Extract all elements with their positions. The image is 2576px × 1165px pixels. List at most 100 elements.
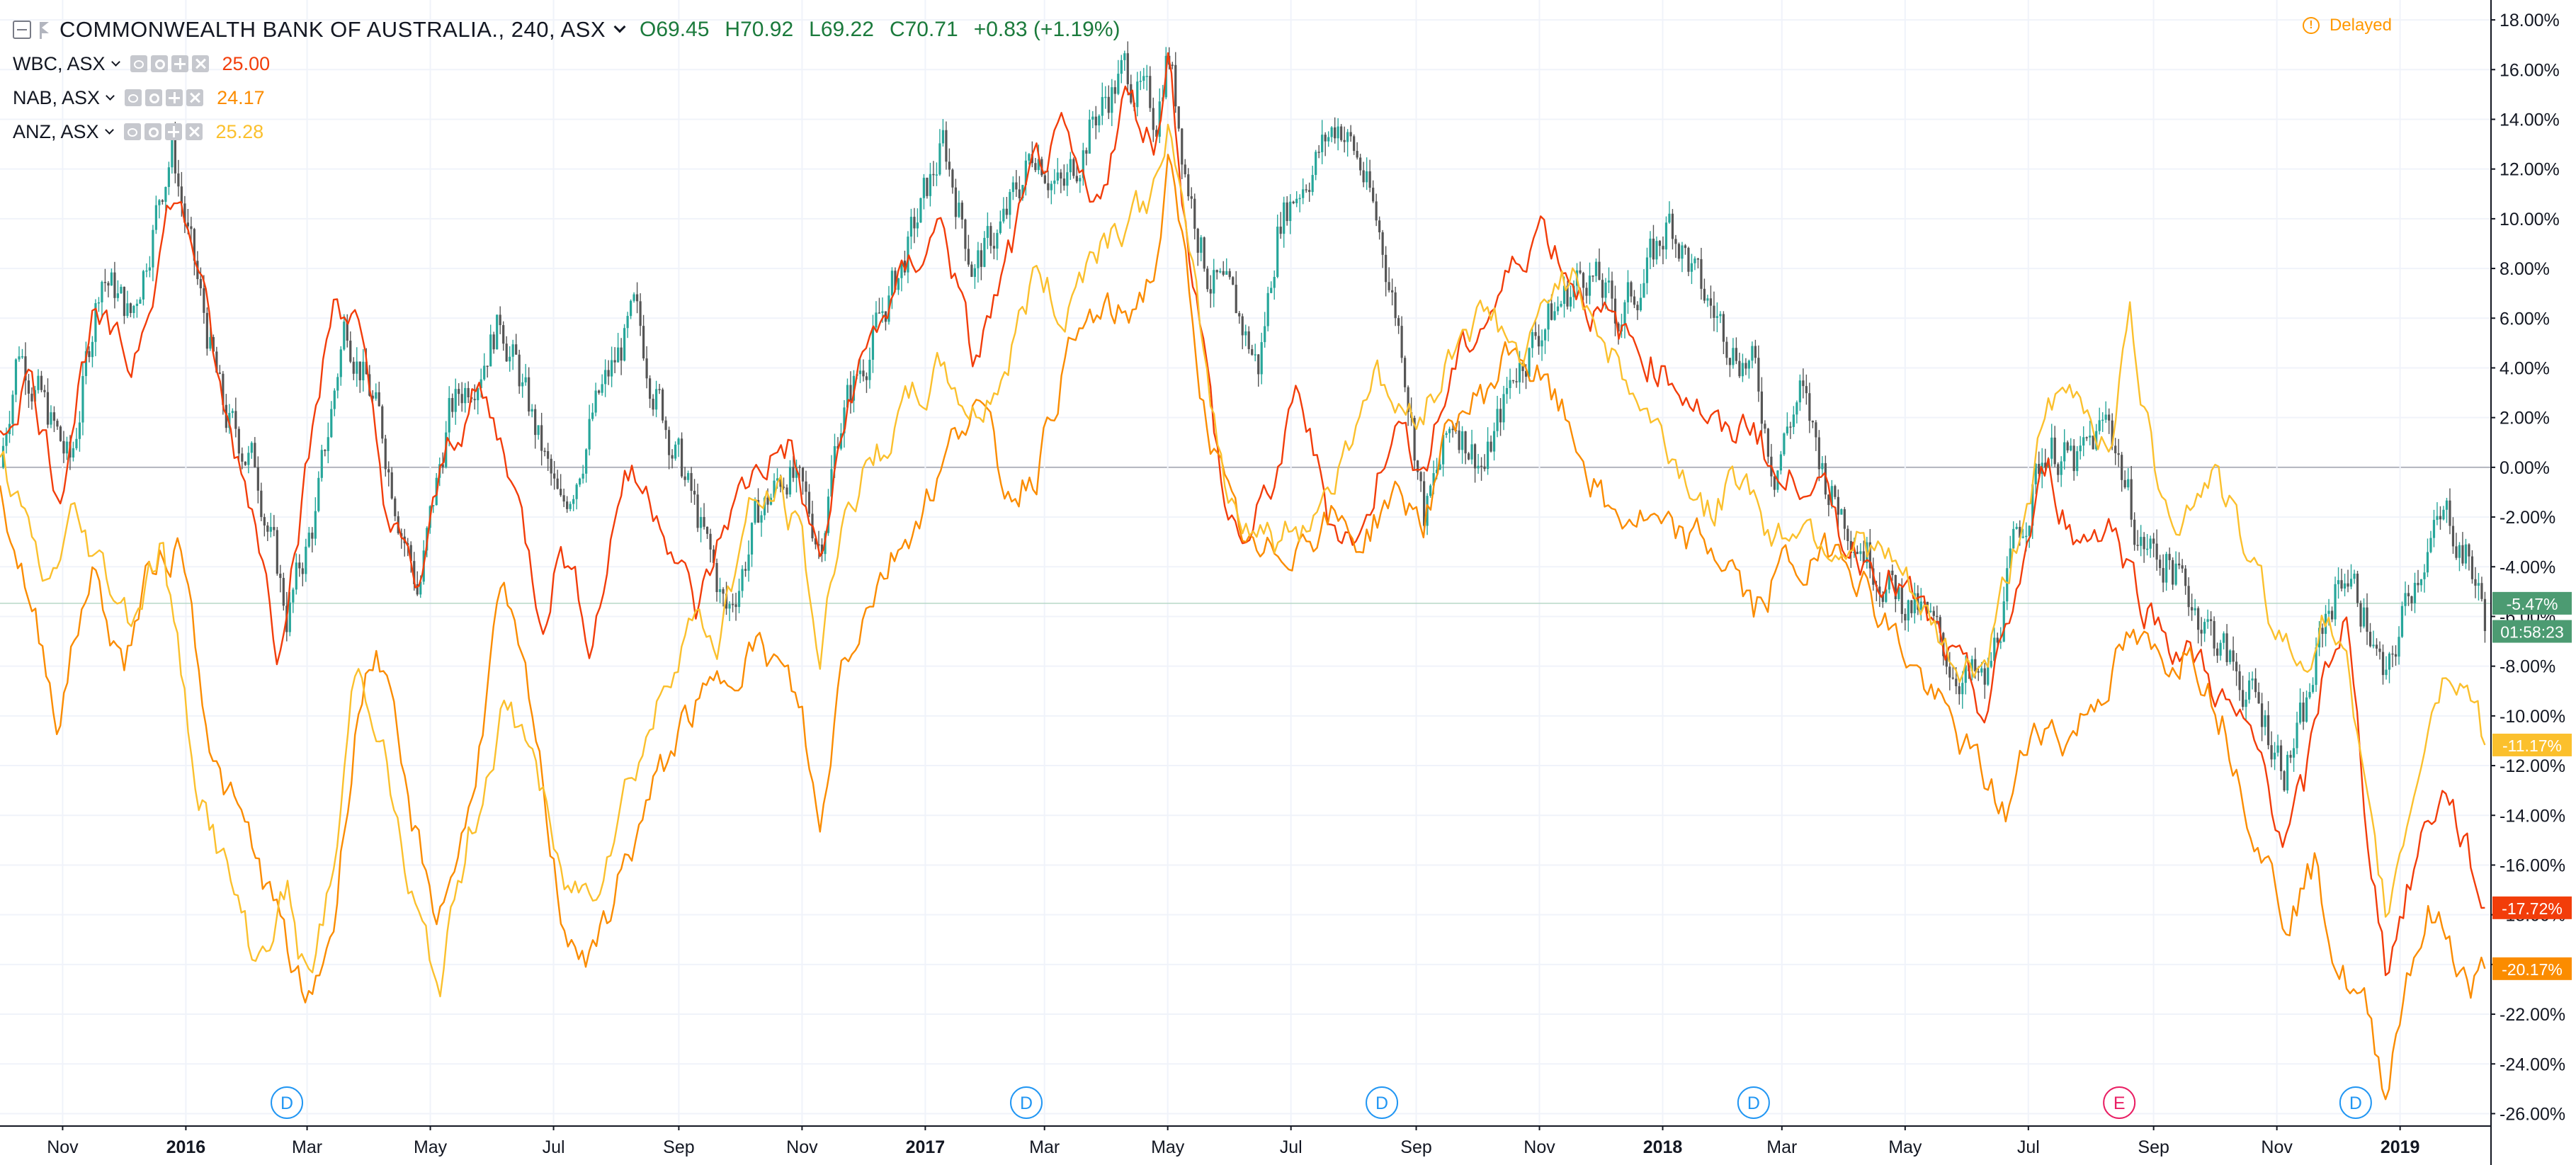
candle-body [954,187,958,217]
eye-icon[interactable] [123,123,141,140]
candle-body [158,200,161,205]
collapse-legend-icon[interactable] [13,21,31,39]
gear-icon[interactable] [144,123,161,140]
candle-body [967,249,970,265]
candle-body [1582,273,1585,288]
candle-body [718,589,722,593]
candle-body [311,533,314,539]
plus-icon[interactable] [166,89,183,106]
candle-body [642,326,645,359]
close-icon[interactable] [186,89,204,106]
candle-body [1417,460,1419,472]
candle-body [973,268,976,277]
candle-body [2146,548,2149,550]
candle-body [1662,246,1664,250]
dividend-marker-circle [1010,1086,1043,1119]
eye-icon[interactable] [125,89,142,106]
chevron-down-icon[interactable] [104,125,114,135]
candle-body [1502,394,1505,423]
candle-body [878,312,881,314]
candle-body [2429,538,2432,552]
y-tick-label: 0.00% [2500,458,2550,478]
main-symbol-title[interactable]: COMMONWEALTH BANK OF AUSTRALIA., 240, AS… [59,17,606,42]
candle-body [1585,288,1588,296]
candle-body [1171,64,1174,66]
candle-body [916,222,919,229]
candle-body [556,478,559,489]
candle-body [1088,119,1091,154]
candle-body [2025,535,2028,538]
candle-body [553,473,556,479]
candle-body [1668,213,1671,223]
candle-body [24,356,27,381]
candle-body [1302,189,1305,198]
dividend-marker-circle [1366,1086,1399,1119]
candle-body [2021,536,2024,538]
candle-body [2442,509,2445,520]
candle-body [2305,697,2308,722]
compare-symbol-name[interactable]: WBC, ASX [13,52,106,74]
candle-body [152,229,154,268]
candle-body [737,591,741,608]
flag-icon[interactable] [38,21,54,39]
candle-body [103,282,107,283]
candle-body [2474,579,2477,586]
x-tick-label: Sep [663,1137,694,1157]
x-tick-label: 2018 [1643,1137,1683,1157]
candle-body [2356,574,2359,603]
candle-body [2006,568,2009,602]
candle-body [489,334,492,367]
candle-body [1719,314,1722,317]
candle-body [1983,668,1986,685]
candle-body [1266,292,1269,326]
candle-body [448,398,450,433]
candle-body [1308,190,1311,193]
compare-symbol-name[interactable]: ANZ, ASX [13,120,99,142]
candle-body [1849,540,1852,553]
candle-body [1735,348,1738,361]
chevron-down-icon[interactable] [110,57,120,67]
candle-body [1181,128,1184,165]
close-icon[interactable] [191,55,209,72]
candle-body [1786,426,1788,433]
candle-body [1798,380,1801,403]
candle-body [1334,127,1337,139]
candle-body [900,261,903,278]
candle-body [2410,596,2413,603]
candle-body [288,602,291,632]
x-tick-label: Nov [1524,1137,1555,1157]
plus-icon[interactable] [171,55,188,72]
delayed-indicator[interactable]: ! Delayed [2302,16,2392,35]
candle-body [231,411,234,414]
candle-body [2413,582,2417,603]
plus-icon[interactable] [164,123,182,140]
y-tick-label: 14.00% [2500,110,2560,130]
close-icon[interactable] [185,123,203,140]
chevron-down-icon[interactable] [613,21,626,33]
candle-body [661,390,664,421]
candle-body [907,237,909,273]
candle-body [2302,703,2305,722]
gear-icon[interactable] [145,89,163,106]
price-label-bg [2492,896,2572,919]
candle-body [1601,280,1604,298]
candle-body [279,574,282,579]
candle-body [174,135,176,174]
candle-body [683,476,686,480]
chevron-down-icon[interactable] [106,91,115,101]
eye-icon[interactable] [130,55,147,72]
candle-body [645,358,648,379]
candle-body [2381,652,2385,676]
candle-body [116,293,120,298]
gear-icon[interactable] [150,55,168,72]
candle-body [1674,239,1677,244]
candle-body [1330,127,1333,137]
compare-symbol-row: ANZ, ASX 25.28 [13,115,1136,149]
candle-body [2340,580,2343,589]
candle-body [2133,519,2136,545]
compare-symbol-name[interactable]: NAB, ASX [13,86,101,108]
candle-body [1283,202,1286,234]
candle-body [161,200,164,202]
